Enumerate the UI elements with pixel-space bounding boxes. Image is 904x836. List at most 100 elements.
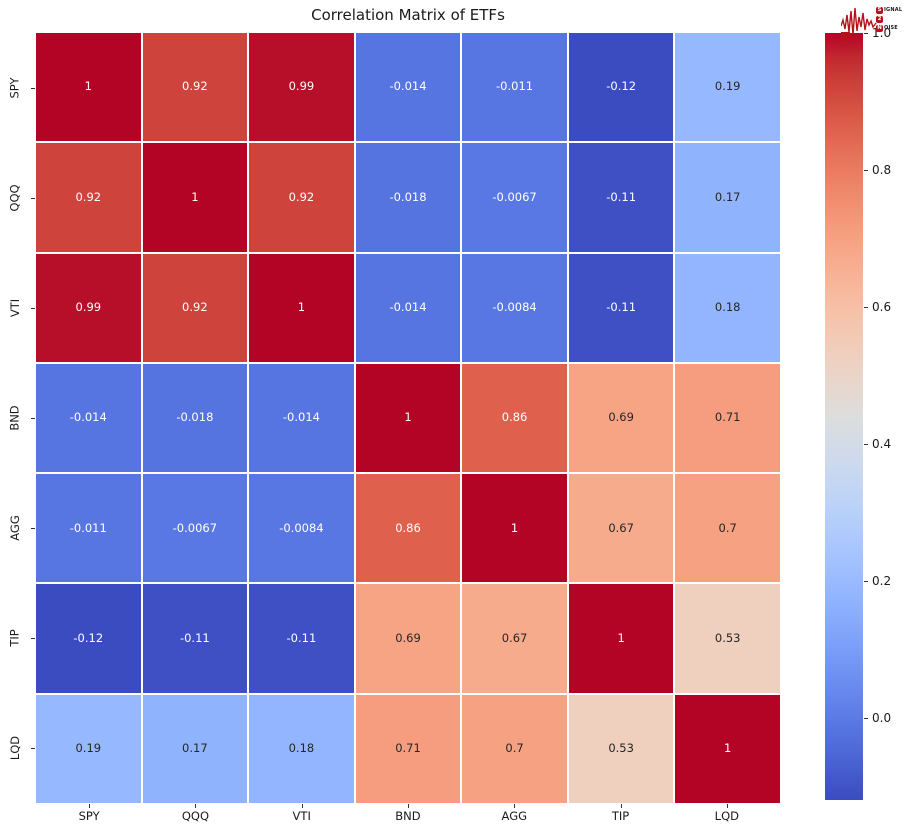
heatmap-cell-SPY-LQD: 0.19 [675,33,780,142]
y-axis-label-QQQ: QQQ [8,184,22,212]
x-tick-mark [620,804,622,808]
colorbar-tick-mark [864,33,868,34]
heatmap-cell-BND-SPY: -0.014 [36,363,141,473]
colorbar-tick-label-0.8: 0.8 [872,162,892,177]
heatmap-cell-TIP-SPY: -0.12 [36,584,141,693]
heatmap-cell-AGG-AGG: 1 [462,474,567,583]
heatmap-cell-QQQ-TIP: -0.11 [568,143,674,252]
heatmap-cell-SPY-AGG: -0.011 [462,33,567,142]
x-axis-label-QQQ: QQQ [181,809,209,823]
heatmap-grid: 1 0.92 0.99 -0.014 -0.011 -0.12 0.19 0.92 1 0.92-… [36,33,780,803]
heatmap-cell-SPY-SPY: 1 [36,33,141,142]
x-tick-mark [726,804,728,808]
colorbar-tick-mark [864,580,868,582]
x-axis-label-VTI: VTI [292,809,311,823]
x-axis-label-SPY: SPY [78,809,100,823]
signal2noise-logo: S IGNAL 2 N OISE [841,2,903,46]
heatmap-cell-VTI-TIP: -0.11 [568,253,674,362]
x-tick-mark [195,804,197,808]
heatmap-cell-AGG-SPY: -0.011 [36,474,141,583]
y-tick-mark [31,88,35,89]
y-tick-mark [31,748,35,749]
heatmap-cell-BND-AGG: 0.86 [462,363,567,473]
colorbar-tick-label-0.0: 0.0 [872,710,892,725]
logo-row-2: 2 [876,15,903,23]
y-axis-label-VTI: VTI [7,298,22,318]
y-tick-mark [31,418,35,419]
y-tick-mark [31,308,35,309]
heatmap-cell-BND-QQQ: -0.018 [142,363,248,473]
logo-word-ignal: IGNAL [884,7,903,13]
heatmap-cell-BND-BND: 1 [355,363,461,473]
logo-row-noise: N OISE [876,24,903,32]
y-tick-mark [31,528,35,529]
heatmap-cell-AGG-LQD: 0.7 [675,474,780,583]
heatmap-cell-QQQ-VTI: 0.92 [249,143,354,252]
y-axis-label-SPY: SPY [7,77,22,99]
colorbar-tick-mark [864,717,868,719]
logo-row-signal: S IGNAL [876,6,903,14]
heatmap-cell-VTI-SPY: 0.99 [36,253,141,362]
y-tick-mark [31,198,35,199]
heatmap-cell-QQQ-SPY: 0.92 [36,143,141,252]
colorbar-tick-label-0.6: 0.6 [872,299,892,314]
y-axis-label-LQD: LQD [7,735,22,761]
chart-title: Correlation Matrix of ETFs [311,6,505,24]
heatmap-cell-VTI-BND: -0.014 [355,253,461,362]
x-tick-mark [301,804,303,808]
colorbar [825,33,863,800]
heatmap-cell-VTI-VTI: 1 [249,253,354,362]
heatmap-cell-TIP-BND: 0.69 [355,584,461,693]
heatmap-cell-TIP-LQD: 0.53 [675,584,780,693]
x-tick-mark [89,804,91,808]
heatmap-cell-AGG-BND: 0.86 [355,474,461,583]
heatmap-cell-LQD-AGG: 0.7 [462,694,567,803]
logo-badge-n: N [876,24,883,32]
y-tick-mark [31,638,35,639]
heatmap-cell-QQQ-LQD: 0.17 [675,143,780,252]
y-axis-label-AGG: AGG [8,515,22,541]
colorbar-tick-label-0.4: 0.4 [872,436,892,451]
heatmap-cell-QQQ-BND: -0.018 [355,143,461,252]
y-axis-label-BND: BND [7,405,22,431]
y-axis-label-TIP: TIP [7,629,22,647]
heatmap-cell-VTI-QQQ: 0.92 [142,253,248,362]
heatmap-cell-VTI-AGG: -0.0084 [462,253,567,362]
heatmap-cell-BND-TIP: 0.69 [568,363,674,473]
colorbar-tick-mark [864,443,868,445]
heatmap-cell-SPY-BND: -0.014 [355,33,461,142]
heatmap-cell-AGG-QQQ: -0.0067 [142,474,248,583]
x-axis-label-BND: BND [395,809,421,823]
heatmap-cell-LQD-BND: 0.71 [355,694,461,803]
heatmap-cell-QQQ-AGG: -0.0067 [462,143,567,252]
heatmap-cell-TIP-AGG: 0.67 [462,584,567,693]
heatmap-cell-LQD-SPY: 0.19 [36,694,141,803]
heatmap-cell-LQD-LQD: 1 [675,694,780,803]
colorbar-tick-mark [864,169,868,171]
heatmap-cell-LQD-TIP: 0.53 [568,694,674,803]
logo-badge-s: S [876,6,883,14]
heatmap-cell-BND-LQD: 0.71 [675,363,780,473]
heatmap-cell-SPY-VTI: 0.99 [249,33,354,142]
heatmap-cell-QQQ-QQQ: 1 [142,143,248,252]
colorbar-tick-label-0.2: 0.2 [872,573,892,588]
heatmap-cell-SPY-QQQ: 0.92 [142,33,248,142]
logo-text: S IGNAL 2 N OISE [876,6,903,33]
heatmap-cell-LQD-QQQ: 0.17 [142,694,248,803]
x-axis-label-AGG: AGG [501,809,528,823]
logo-badge-2: 2 [876,15,883,23]
x-tick-mark [514,804,516,808]
heatmap-cell-SPY-TIP: -0.12 [568,33,674,142]
heatmap-cell-AGG-TIP: 0.67 [568,474,674,583]
heatmap-cell-TIP-VTI: -0.11 [249,584,354,693]
logo-word-oise: OISE [884,25,898,31]
heatmap-cell-LQD-VTI: 0.18 [249,694,354,803]
colorbar-tick-mark [864,306,868,308]
heatmap-cell-VTI-LQD: 0.18 [675,253,780,362]
x-tick-mark [408,804,409,808]
waveform-icon [841,7,877,41]
heatmap-cell-TIP-QQQ: -0.11 [142,584,248,693]
x-axis-label-TIP: TIP [611,809,630,823]
heatmap-cell-AGG-VTI: -0.0084 [249,474,354,583]
